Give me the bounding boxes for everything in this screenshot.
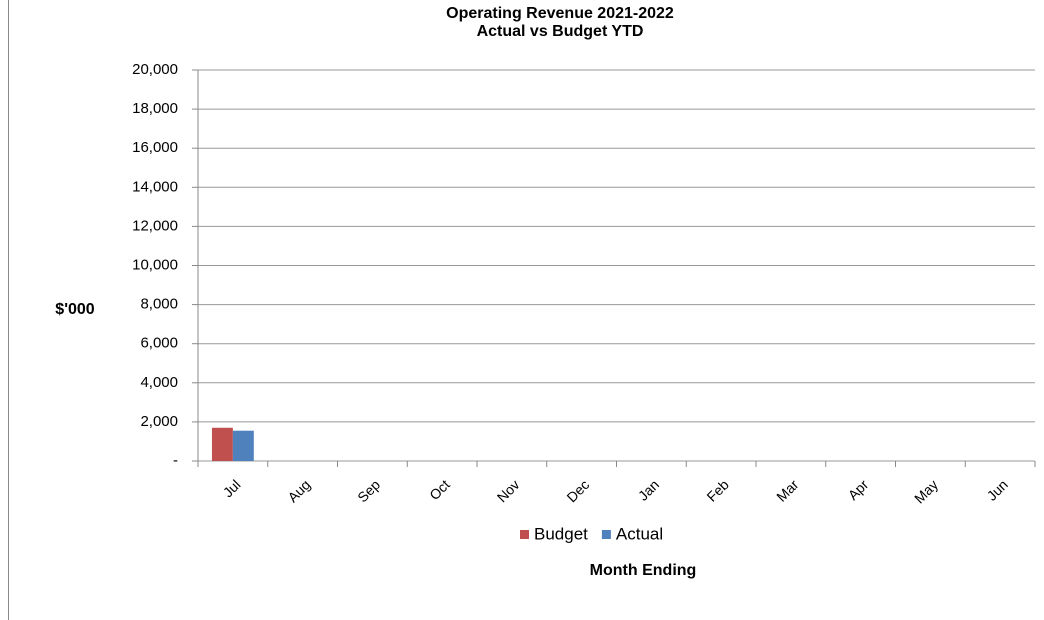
x-tick-label: Jan	[635, 476, 662, 503]
bar	[211, 427, 233, 461]
y-tick-label: -	[173, 452, 178, 469]
x-axis-title: Month Ending	[590, 562, 697, 579]
y-tick-label: 20,000	[132, 61, 178, 78]
x-tick-label: Oct	[426, 476, 453, 503]
legend-label: Budget	[534, 524, 588, 543]
x-tick-label: Jun	[984, 476, 1011, 503]
chart-title: Operating Revenue 2021-2022	[446, 5, 674, 22]
y-tick-label: 18,000	[132, 100, 178, 117]
x-tick-label: Apr	[845, 476, 872, 503]
x-tick-label: Mar	[773, 476, 802, 505]
y-tick-label: 16,000	[132, 139, 178, 156]
x-tick-label: Sep	[354, 476, 383, 505]
chart-frame	[8, 0, 9, 620]
x-tick-label: Jul	[220, 476, 244, 500]
y-tick-label: 10,000	[132, 256, 178, 273]
x-tick-label: Feb	[703, 476, 732, 505]
legend-swatch	[520, 530, 529, 539]
y-tick-label: 6,000	[140, 335, 178, 352]
x-tick-label: Aug	[284, 476, 313, 505]
legend-label: Actual	[616, 524, 663, 543]
bar	[232, 430, 254, 461]
y-axis-title: $'000	[55, 301, 95, 318]
x-tick-label: May	[911, 476, 941, 506]
legend-swatch	[601, 530, 611, 539]
y-tick-label: 2,000	[140, 413, 178, 430]
chart-subtitle: Actual vs Budget YTD	[477, 23, 644, 40]
y-tick-label: 12,000	[132, 217, 178, 234]
y-tick-label: 14,000	[132, 178, 178, 195]
x-tick-label: Dec	[563, 476, 592, 505]
y-tick-label: 8,000	[140, 296, 178, 313]
y-tick-label: 4,000	[140, 374, 178, 391]
x-tick-label: Nov	[494, 476, 523, 505]
